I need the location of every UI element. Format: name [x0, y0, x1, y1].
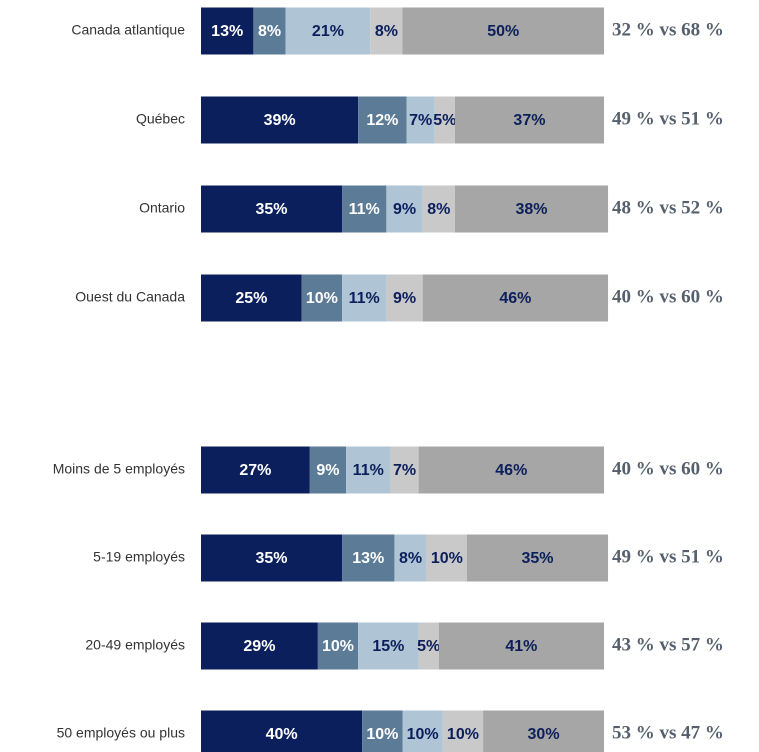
data-label: 10% — [322, 638, 354, 655]
data-label: 13% — [211, 23, 243, 40]
data-label: 46% — [495, 462, 527, 479]
data-label: 8% — [375, 23, 398, 40]
data-label: 10% — [447, 726, 479, 743]
data-label: 35% — [256, 201, 288, 218]
data-label: 12% — [366, 112, 398, 129]
bar-segment — [362, 710, 403, 752]
bar-segment — [422, 274, 609, 322]
bar-segment — [201, 274, 302, 322]
bar-segment — [434, 96, 455, 144]
category-label: 50 employés ou plus — [57, 725, 185, 741]
data-label: 10% — [366, 726, 398, 743]
bar-segment — [317, 622, 359, 670]
bar-segment — [454, 96, 604, 144]
data-label: 7% — [409, 112, 432, 129]
data-label: 35% — [521, 550, 553, 567]
comparison: 53 % vs 47 % — [612, 722, 724, 743]
data-label: 10% — [431, 550, 463, 567]
data-label: 7% — [393, 462, 416, 479]
category-label: Ontario — [139, 200, 185, 216]
bar-segment — [201, 96, 359, 144]
bar-segment — [342, 274, 387, 322]
data-label: 25% — [235, 290, 267, 307]
bar-segment — [483, 710, 604, 752]
comparison: 43 % vs 57 % — [612, 634, 724, 655]
bar-segment — [442, 710, 484, 752]
data-label: 5% — [417, 638, 440, 655]
data-label: 9% — [393, 201, 416, 218]
bar-segment — [418, 446, 604, 494]
data-label: 8% — [399, 550, 422, 567]
category-label: Ouest du Canada — [75, 289, 185, 305]
data-label: 40% — [266, 726, 298, 743]
bar-segment — [394, 534, 427, 582]
category-label: Québec — [136, 111, 185, 127]
bar-segment — [285, 7, 371, 55]
bar-segment — [402, 710, 443, 752]
bar-segment — [386, 185, 423, 233]
comparison: 49 % vs 51 % — [612, 546, 724, 567]
bar-segment — [386, 274, 423, 322]
bar-segment — [402, 7, 604, 55]
bar-segment — [358, 96, 407, 144]
data-label: 15% — [372, 638, 404, 655]
category-label: 20-49 employés — [85, 637, 185, 653]
data-label: 35% — [256, 550, 288, 567]
comparison: 40 % vs 60 % — [612, 458, 724, 479]
comparison: 40 % vs 60 % — [612, 286, 724, 307]
data-label: 29% — [243, 638, 275, 655]
bar-segment — [201, 534, 343, 582]
bar-segment — [418, 622, 439, 670]
bar-segment — [201, 710, 363, 752]
category-label: 5-19 employés — [93, 549, 185, 565]
data-label: 9% — [316, 462, 339, 479]
bar-segment — [422, 185, 455, 233]
bar-segment — [201, 446, 310, 494]
data-label: 41% — [505, 638, 537, 655]
bar-segment — [346, 446, 391, 494]
comparison: 32 % vs 68 % — [612, 19, 724, 40]
bar-segment — [426, 534, 467, 582]
comparison: 48 % vs 52 % — [612, 197, 724, 218]
data-label: 11% — [349, 201, 380, 218]
data-label: 8% — [427, 201, 450, 218]
comparison: 49 % vs 51 % — [612, 108, 724, 129]
category-label: Canada atlantique — [71, 22, 185, 38]
bar-segment — [201, 7, 254, 55]
bar-segment — [454, 185, 609, 233]
bar-segment — [301, 274, 343, 322]
bar-segment — [201, 185, 343, 233]
data-label: 10% — [306, 290, 338, 307]
bar-segment — [358, 622, 419, 670]
bar-segment — [201, 622, 318, 670]
data-label: 50% — [487, 23, 519, 40]
data-label: 5% — [433, 112, 456, 129]
data-label: 11% — [353, 462, 384, 479]
data-label: 46% — [499, 290, 531, 307]
bar-segment — [390, 446, 419, 494]
data-label: 37% — [513, 112, 545, 129]
data-label: 21% — [312, 23, 344, 40]
data-label: 27% — [239, 462, 271, 479]
data-label: 8% — [258, 23, 281, 40]
bar-segment — [370, 7, 403, 55]
category-label: Moins de 5 employés — [53, 461, 185, 477]
bar-segment — [309, 446, 347, 494]
data-label: 30% — [528, 726, 560, 743]
data-label: 10% — [407, 726, 439, 743]
data-label: 38% — [515, 201, 547, 218]
bar-segment — [438, 622, 604, 670]
bar-segment — [253, 7, 286, 55]
bar-segment — [342, 534, 395, 582]
bar-segment — [342, 185, 387, 233]
data-label: 13% — [352, 550, 384, 567]
data-label: 11% — [349, 290, 380, 307]
bar-segment — [466, 534, 609, 582]
bar-segment — [406, 96, 435, 144]
data-label: 39% — [264, 112, 296, 129]
data-label: 9% — [393, 290, 416, 307]
